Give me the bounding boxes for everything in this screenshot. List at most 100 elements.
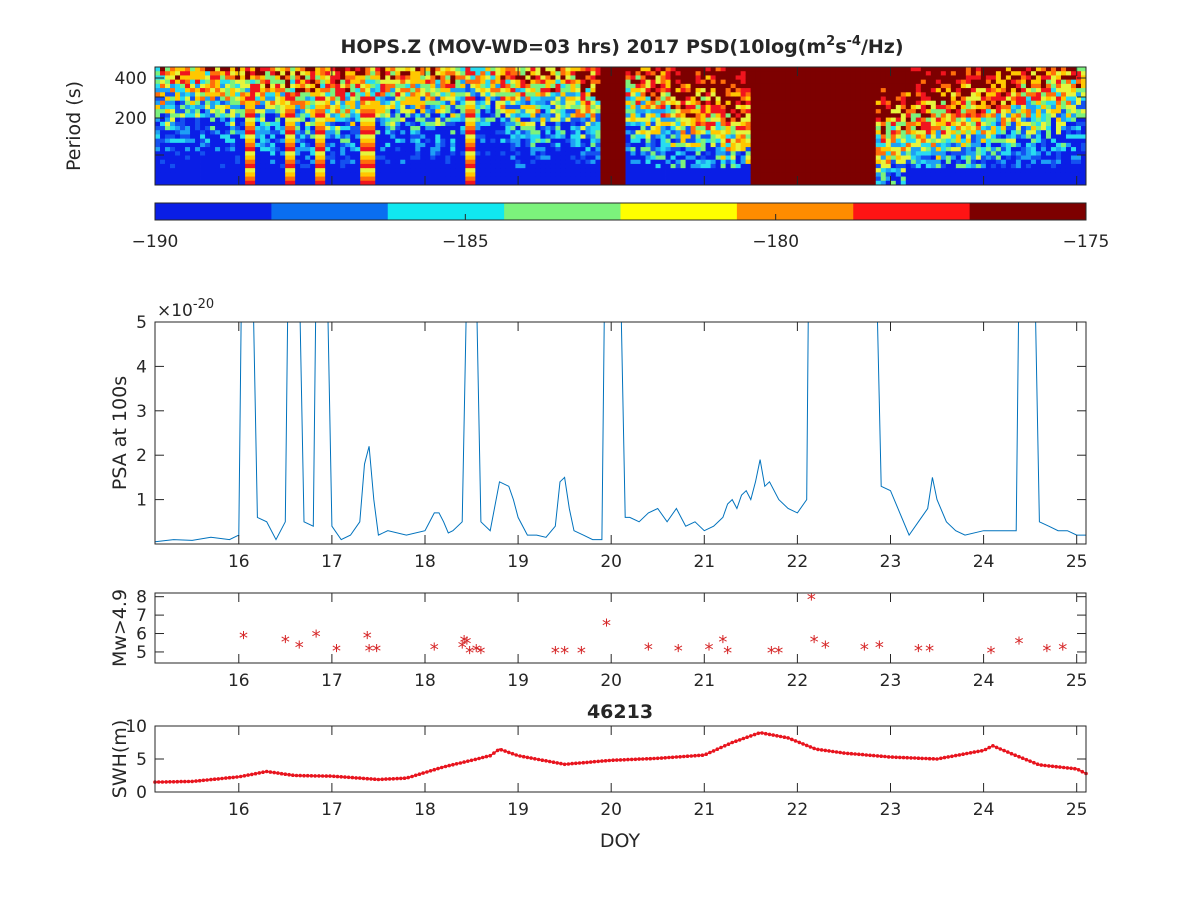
spectrogram-cell [420, 96, 426, 102]
spectrogram-cell [200, 138, 206, 144]
spectrogram-cell [695, 138, 701, 144]
spectrogram-cell [665, 168, 671, 173]
spectrogram-cell [235, 67, 241, 72]
spectrogram-cell [1035, 180, 1042, 186]
spectrogram-cell [720, 176, 727, 182]
spectrogram-cell [425, 130, 431, 135]
spectrogram-cell [875, 67, 882, 72]
spectrogram-cell [670, 176, 676, 182]
spectrogram-cell [860, 104, 867, 110]
spectrogram-cell [535, 71, 541, 76]
spectrogram-cell [330, 142, 336, 148]
spectrogram-cell [545, 163, 551, 169]
spectrogram-cell [480, 159, 486, 165]
spectrogram-cell [885, 151, 892, 156]
spectrogram-cell [880, 104, 887, 110]
spectrogram-cell [765, 155, 772, 161]
spectrogram-cell [945, 96, 952, 102]
spectrogram-cell [930, 151, 937, 156]
spectrogram-cell [285, 142, 291, 148]
spectrogram-cell [880, 163, 887, 169]
spectrogram-cell [510, 138, 516, 144]
spectrogram-cell [725, 176, 732, 182]
spectrogram-cell [510, 83, 516, 89]
spectrogram-cell [670, 71, 676, 76]
spectrogram-cell [530, 88, 536, 93]
spectrogram-cell [915, 134, 922, 140]
spectrogram-cell [340, 100, 346, 106]
spectrogram-cell [405, 121, 411, 127]
spectrogram-cell [505, 138, 511, 144]
spectrogram-cell [995, 168, 1002, 173]
spectrogram-cell [885, 168, 892, 173]
spectrogram-cell [365, 176, 371, 182]
spectrogram-cell [460, 121, 466, 127]
spectrogram-cell [720, 147, 727, 152]
spectrogram-cell [395, 130, 401, 135]
spectrogram-cell [435, 79, 441, 85]
spectrogram-cell [655, 104, 661, 110]
spectrogram-cell [965, 109, 972, 114]
spectrogram-cell [555, 100, 561, 106]
spectrogram-cell [545, 130, 551, 135]
spectrogram-cell [260, 159, 266, 165]
spectrogram-cell [855, 176, 862, 182]
spectrogram-cell [645, 176, 651, 182]
spectrogram-cell [355, 151, 361, 156]
spectrogram-cell [555, 172, 561, 177]
spectrogram-cell [880, 83, 887, 89]
spectrogram-cell [720, 100, 727, 106]
spectrogram-cell [420, 75, 426, 81]
spectrogram-cell [275, 134, 281, 140]
spectrogram-cell [730, 75, 737, 81]
spectrogram-cell [855, 172, 862, 177]
spectrogram-cell [225, 83, 231, 89]
spectrogram-cell [265, 147, 271, 152]
spectrogram-cell [1020, 79, 1027, 85]
spectrogram-cell [705, 151, 711, 156]
spectrogram-cell [375, 138, 381, 144]
spectrogram-cell [515, 83, 521, 89]
spectrogram-cell [525, 113, 531, 118]
spectrogram-cell [680, 130, 686, 135]
spectrogram-cell [260, 147, 266, 152]
spectrogram-cell [575, 75, 581, 81]
spectrogram-cell [615, 159, 621, 165]
spectrogram-cell [570, 172, 576, 177]
spectrogram-cell [1035, 79, 1042, 85]
spectrogram-cell [695, 172, 701, 177]
spectrogram-cell [780, 151, 787, 156]
spectrogram-cell [180, 121, 186, 127]
spectrogram-cell [395, 172, 401, 177]
spectrogram-cell [915, 88, 922, 93]
spectrogram-cell [645, 147, 651, 152]
spectrogram-cell [200, 109, 206, 114]
spectrogram-cell [910, 100, 917, 106]
spectrogram-cell [690, 155, 696, 161]
spectrogram-cell [820, 142, 827, 148]
spectrogram-cell [345, 159, 351, 165]
spectrogram-cell [895, 180, 902, 186]
spectrogram-cell [900, 159, 907, 165]
spectrogram-cell [565, 126, 571, 131]
spectrogram-cell [370, 71, 376, 76]
spectrogram-cell [820, 121, 827, 127]
spectrogram-cell [245, 168, 251, 173]
spectrogram-cell [510, 71, 516, 76]
spectrogram-cell [990, 117, 997, 123]
spectrogram-cell [210, 163, 216, 169]
spectrogram-cell [775, 176, 782, 182]
spectrogram-cell [420, 151, 426, 156]
spectrogram-cell [890, 159, 897, 165]
spectrogram-cell [1025, 88, 1032, 93]
spectrogram-cell [950, 134, 957, 140]
spectrogram-cell [660, 71, 666, 76]
spectrogram-cell [350, 121, 356, 127]
spectrogram-cell [430, 126, 436, 131]
spectrogram-cell [420, 138, 426, 144]
spectrogram-cell [990, 163, 997, 169]
spectrogram-cell [345, 172, 351, 177]
spectrogram-cell [245, 147, 251, 152]
spectrogram-cell [220, 151, 226, 156]
spectrogram-cell [185, 142, 191, 148]
